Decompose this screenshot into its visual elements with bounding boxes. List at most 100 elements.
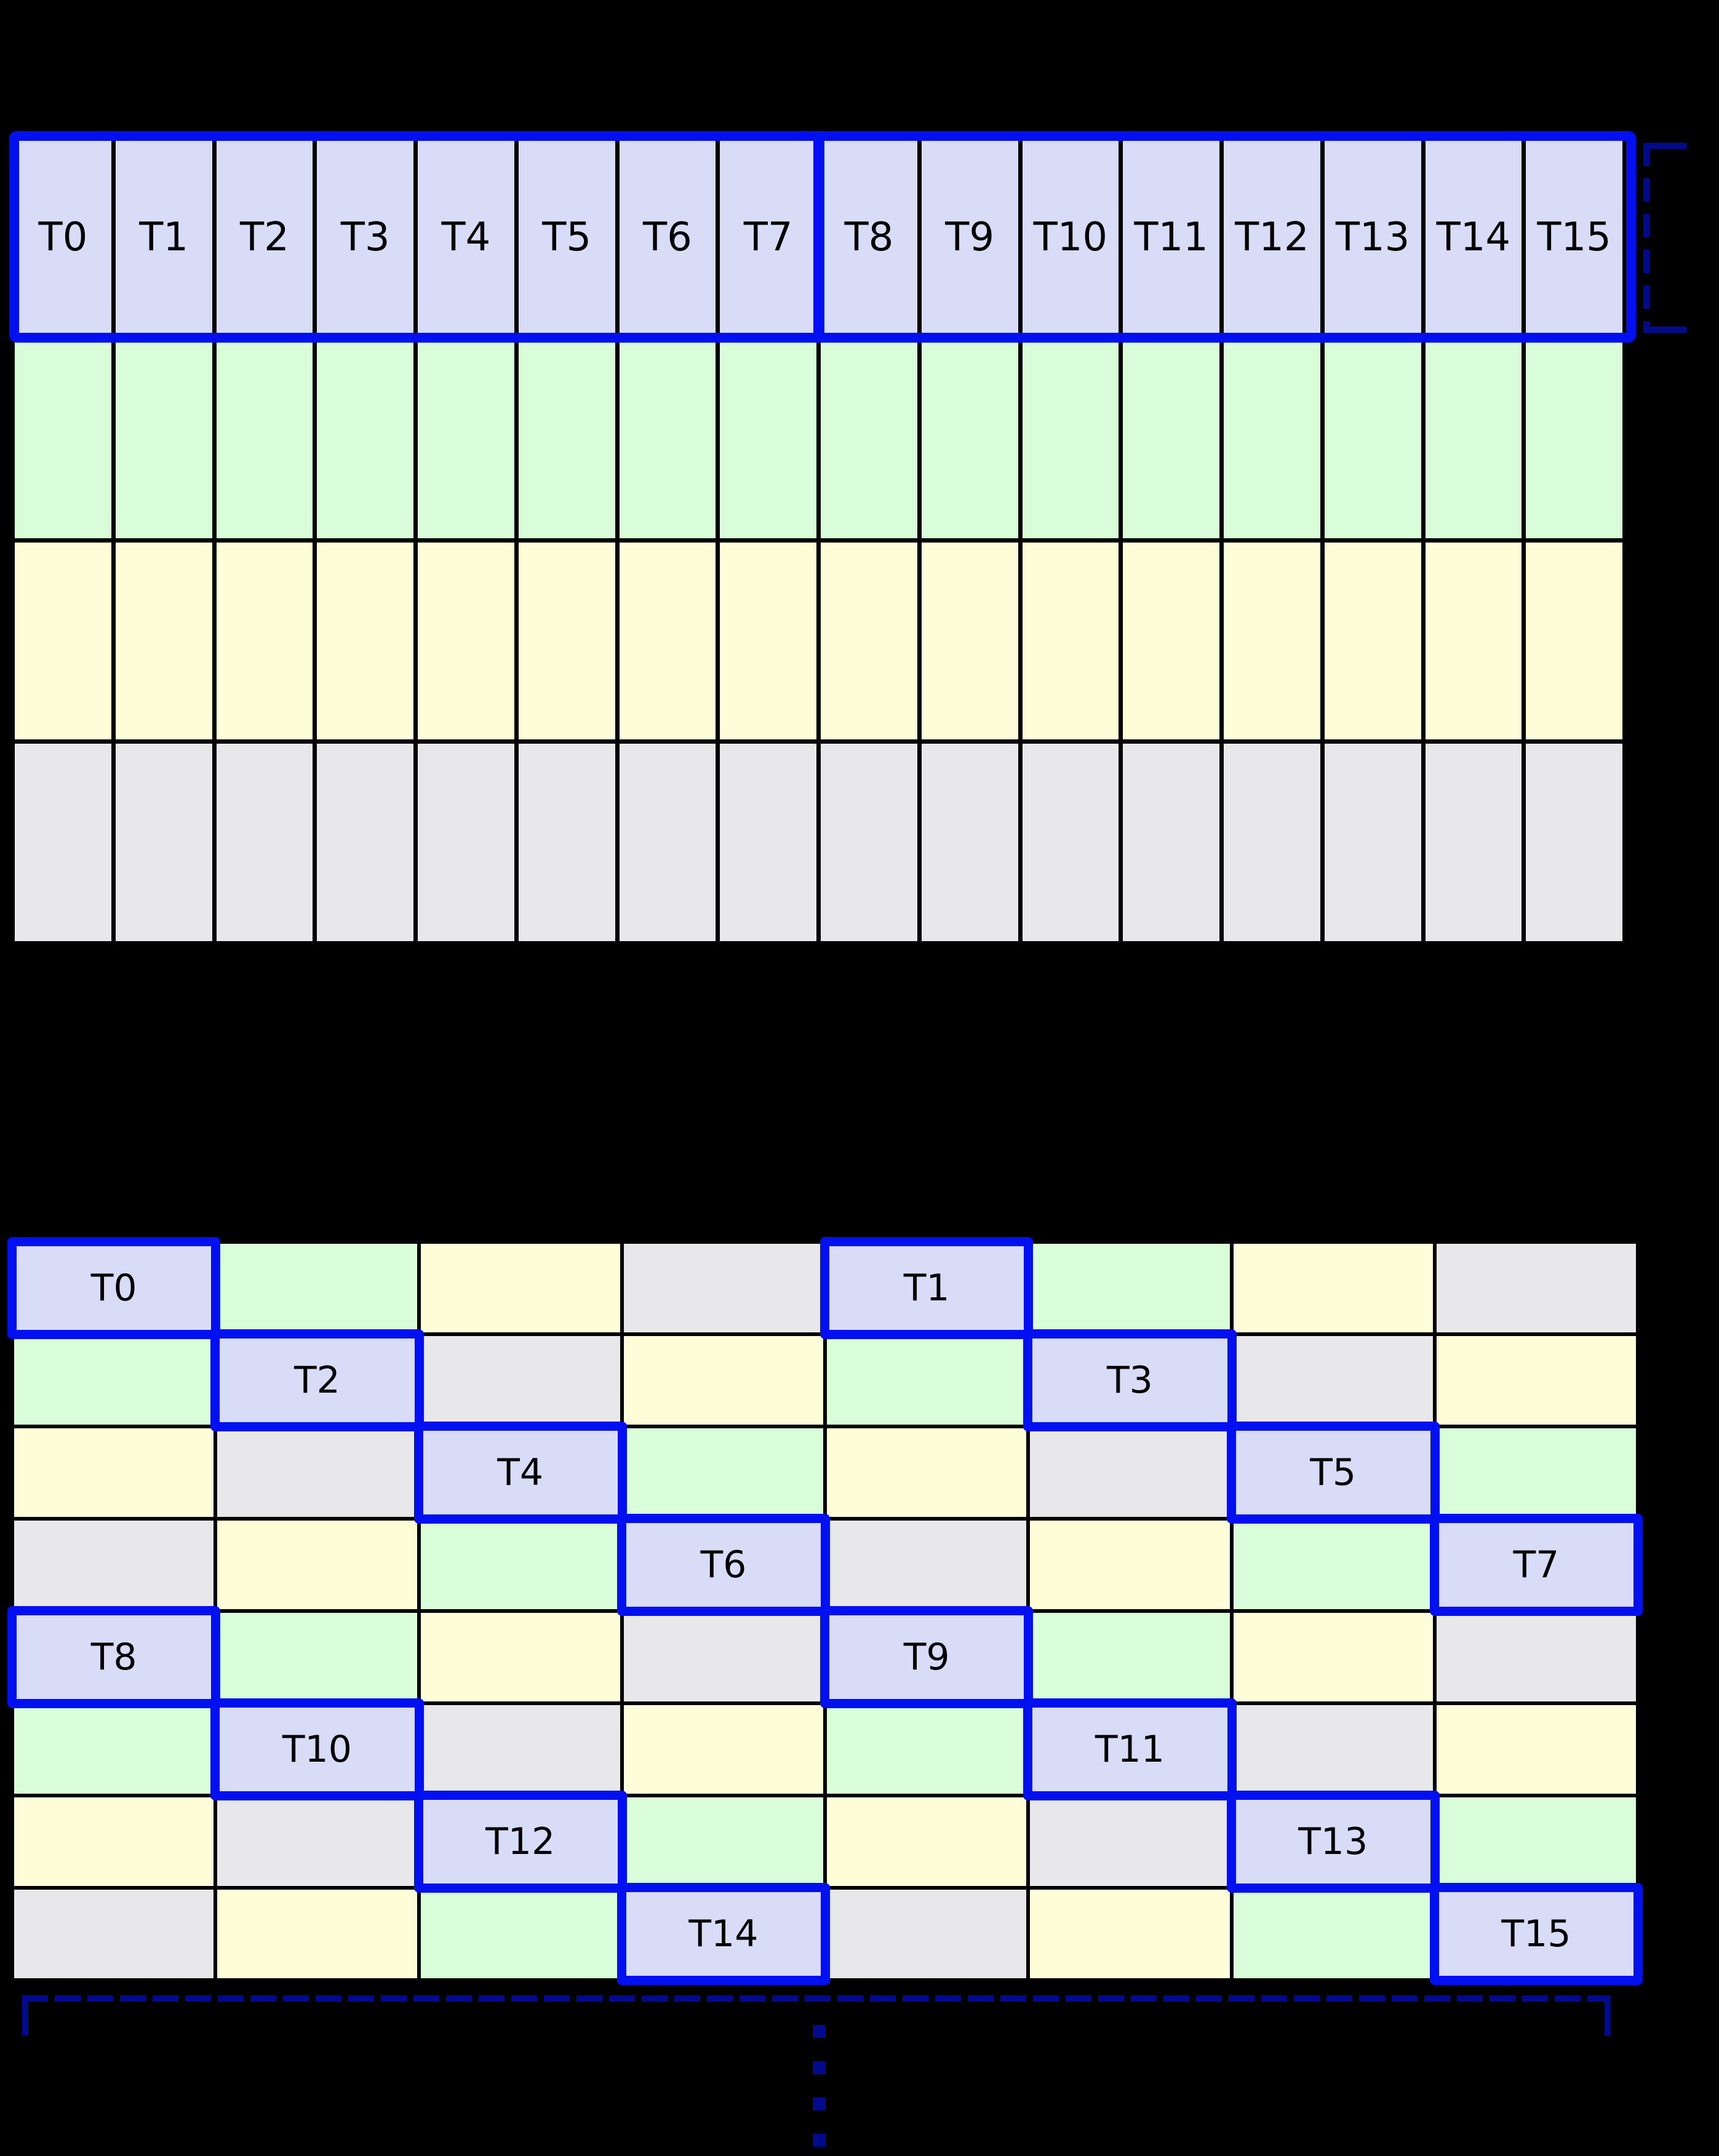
bottom-green-cell (14, 1705, 214, 1794)
bottom-green-cell (1233, 1890, 1433, 1978)
bottom-gray-cell (420, 1336, 620, 1425)
array-width-bracket-left-tick (22, 2001, 28, 2035)
top-gray-cell (216, 744, 313, 941)
top-green-cell (216, 340, 313, 538)
bottom-yellow-cell (1233, 1244, 1433, 1332)
bottom-yellow-cell (14, 1797, 214, 1886)
bottom-thread-cell-T6: T6 (616, 1514, 831, 1616)
bottom-thread-cell-T1: T1 (820, 1237, 1034, 1339)
top-thread-cell-T12: T12 (1224, 139, 1320, 336)
bottom-gray-cell (827, 1521, 1027, 1609)
bottom-yellow-cell (420, 1613, 620, 1701)
row-span-bracket-vertical-line (1643, 143, 1649, 333)
bottom-yellow-cell (1030, 1521, 1230, 1609)
top-gray-cell (720, 744, 816, 941)
bottom-gray-cell (217, 1428, 417, 1517)
top-thread-cell-T11: T11 (1123, 139, 1219, 336)
top-green-cell (921, 340, 1018, 538)
bottom-gray-cell (1030, 1797, 1230, 1886)
top-gray-cell (1526, 744, 1622, 941)
top-green-cell (619, 340, 716, 538)
bottom-thread-cell-T7: T7 (1429, 1514, 1643, 1616)
top-gray-cell (821, 744, 917, 941)
bottom-thread-cell-T3: T3 (1023, 1329, 1237, 1431)
top-yellow-cell (1224, 542, 1320, 740)
top-thread-cell-T0: T0 (15, 139, 111, 336)
bottom-green-cell (14, 1336, 214, 1425)
top-thread-cell-T15: T15 (1526, 139, 1622, 336)
bottom-thread-cell-T12: T12 (413, 1791, 628, 1893)
top-green-cell (115, 340, 212, 538)
bottom-green-cell (420, 1890, 620, 1978)
bottom-permuted-grid: T0 T1 T2 T3 T4 T5 T6 T7 T8 T9 T10 T11 T12 T13 T14 T15 (7, 1237, 1643, 1985)
top-yellow-cell (518, 542, 615, 740)
bottom-thread-cell-T5: T5 (1226, 1422, 1440, 1524)
bottom-thread-cell-T10: T10 (210, 1698, 424, 1800)
bottom-green-cell (420, 1521, 620, 1609)
top-yellow-cell (921, 542, 1018, 740)
top-yellow-cell (821, 542, 917, 740)
top-thread-cell-T7: T7 (720, 139, 816, 336)
top-yellow-cell (1425, 542, 1522, 740)
bottom-green-cell (1436, 1797, 1636, 1886)
top-yellow-cell (317, 542, 413, 740)
bottom-yellow-cell (623, 1705, 823, 1794)
top-yellow-cell (15, 542, 111, 740)
bottom-yellow-cell (14, 1428, 214, 1517)
top-yellow-cell (1123, 542, 1219, 740)
top-green-cell (15, 340, 111, 538)
top-green-cell (720, 340, 816, 538)
bottom-yellow-cell (1436, 1336, 1636, 1425)
top-gray-cell (1425, 744, 1522, 941)
top-thread-cell-T10: T10 (1022, 139, 1119, 336)
bottom-gray-cell (1233, 1705, 1433, 1794)
top-gray-cell (1123, 744, 1219, 941)
continuation-ellipsis-icon (813, 2025, 826, 2156)
bottom-green-cell (1030, 1613, 1230, 1701)
bottom-gray-cell (217, 1797, 417, 1886)
bottom-gray-cell (1233, 1336, 1433, 1425)
bottom-gray-cell (623, 1244, 823, 1332)
top-yellow-cell (1324, 542, 1421, 740)
bottom-green-cell (827, 1705, 1027, 1794)
row-span-bracket-top-tick (1646, 143, 1686, 149)
top-gray-cell (1022, 744, 1119, 941)
top-thread-cell-T9: T9 (921, 139, 1018, 336)
bottom-yellow-cell (1030, 1890, 1230, 1978)
bottom-gray-cell (1436, 1613, 1636, 1701)
bottom-gray-cell (420, 1705, 620, 1794)
bottom-green-cell (827, 1336, 1027, 1425)
top-gray-cell (15, 744, 111, 941)
top-gray-cell (619, 744, 716, 941)
top-thread-cell-T5: T5 (518, 139, 615, 336)
bottom-gray-cell (14, 1890, 214, 1978)
top-thread-cell-T2: T2 (216, 139, 313, 336)
array-width-bracket-right-tick (1605, 2001, 1611, 2035)
top-gray-cell (115, 744, 212, 941)
bottom-gray-cell (623, 1613, 823, 1701)
top-green-cell (1324, 340, 1421, 538)
bottom-thread-cell-T8: T8 (7, 1606, 221, 1708)
top-gray-cell (1324, 744, 1421, 941)
bottom-thread-cell-T15: T15 (1429, 1883, 1643, 1985)
bottom-green-cell (1233, 1521, 1433, 1609)
bottom-yellow-cell (217, 1890, 417, 1978)
top-thread-cell-T14: T14 (1425, 139, 1522, 336)
array-width-bracket-line (22, 1995, 1611, 2002)
bottom-thread-cell-T2: T2 (210, 1329, 424, 1431)
top-green-cell (317, 340, 413, 538)
top-green-cell (1526, 340, 1622, 538)
bottom-green-cell (1030, 1244, 1230, 1332)
row-span-bracket (1643, 143, 1686, 333)
bottom-yellow-cell (623, 1336, 823, 1425)
bottom-thread-cell-T9: T9 (820, 1606, 1034, 1708)
top-yellow-cell (1022, 542, 1119, 740)
bottom-yellow-cell (420, 1244, 620, 1332)
top-gray-cell (317, 744, 413, 941)
top-thread-cell-T3: T3 (317, 139, 413, 336)
top-green-cell (821, 340, 917, 538)
top-green-cell (1123, 340, 1219, 538)
bottom-green-cell (623, 1797, 823, 1886)
bottom-thread-cell-T13: T13 (1226, 1791, 1440, 1893)
